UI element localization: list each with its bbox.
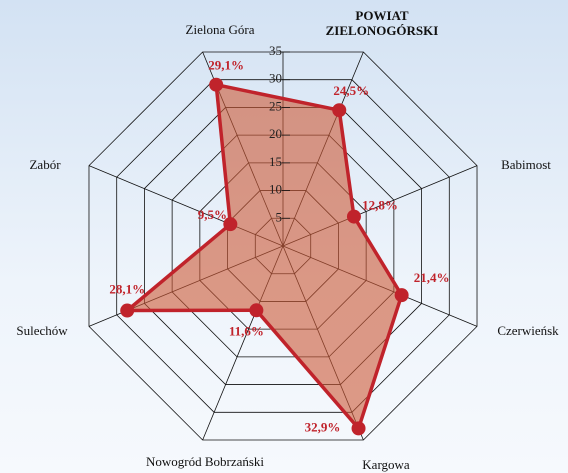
value-label: 11,6% <box>229 323 264 338</box>
value-label: 29,1% <box>208 58 244 73</box>
tick-label: 5 <box>276 209 283 224</box>
value-label: 24,5% <box>333 83 369 98</box>
tick-label: 15 <box>269 154 282 169</box>
data-area <box>122 82 404 432</box>
category-label: Babimost <box>501 157 551 172</box>
category-label: Nowogród Bobrzański <box>145 454 265 469</box>
marker <box>394 288 409 303</box>
category-label: POWIAT ZIELONOGÓRSKI <box>325 8 439 38</box>
tick-label: 10 <box>269 182 282 197</box>
value-label: 21,4% <box>414 270 450 285</box>
category-label: Zabór <box>29 157 61 172</box>
marker <box>120 303 135 318</box>
value-label: 9,5% <box>198 207 227 222</box>
value-label: 28,1% <box>109 282 145 297</box>
tick-label: 30 <box>269 71 282 86</box>
category-label: Sulechów <box>16 323 68 338</box>
tick-label: 25 <box>269 98 282 113</box>
marker <box>351 421 366 436</box>
category-label: Kargowa <box>362 457 410 472</box>
value-label: 12,8% <box>362 198 398 213</box>
marker <box>209 77 224 92</box>
value-label: 32,9% <box>305 419 341 434</box>
marker <box>223 217 238 232</box>
category-label: Zielona Góra <box>185 22 255 37</box>
marker <box>346 209 361 224</box>
category-label: Czerwieńsk <box>497 323 559 338</box>
marker <box>249 303 264 318</box>
tick-label: 20 <box>269 126 282 141</box>
marker <box>332 103 347 118</box>
tick-label: 35 <box>269 43 282 58</box>
